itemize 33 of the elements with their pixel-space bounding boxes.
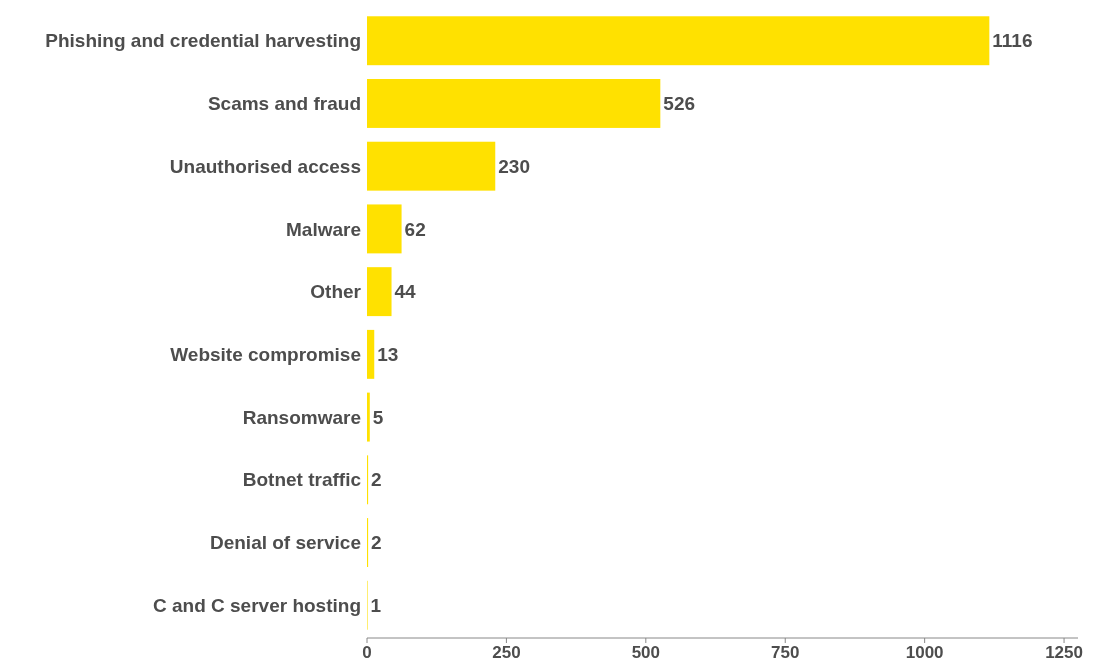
- data-label: 13: [377, 344, 399, 366]
- y-tick-label: Website compromise: [170, 344, 361, 366]
- bar: [367, 141, 496, 191]
- data-label: 1: [370, 594, 382, 616]
- x-tick-label: 500: [631, 643, 661, 662]
- y-tick-label: Denial of service: [209, 532, 361, 554]
- x-tick-label: 0: [362, 643, 372, 662]
- y-tick-label: Unauthorised access: [169, 155, 361, 177]
- y-tick-label: C and C server hosting: [153, 594, 361, 616]
- data-label: 44: [394, 281, 417, 303]
- y-tick-label: Phishing and credential harvesting: [45, 30, 361, 52]
- x-tick-label: 750: [771, 643, 800, 662]
- data-label: 62: [404, 218, 426, 240]
- data-label: 230: [498, 155, 530, 177]
- bar: [367, 16, 990, 66]
- bar: [367, 79, 661, 128]
- y-tick-label: Malware: [286, 218, 361, 240]
- data-label: 5: [372, 406, 384, 428]
- y-tick-label: Other: [310, 281, 362, 303]
- x-tick-label: 250: [492, 643, 521, 662]
- data-label: 526: [663, 93, 696, 115]
- x-tick-label: 1000: [905, 643, 944, 662]
- bar: [367, 204, 402, 254]
- data-label: 1116: [992, 30, 1033, 52]
- bar: [367, 329, 375, 379]
- y-tick-label: Botnet traffic: [242, 469, 362, 491]
- data-label: 2: [371, 469, 382, 491]
- bar: [367, 267, 392, 317]
- x-tick-label: 1250: [1045, 643, 1083, 662]
- bar: [367, 392, 370, 442]
- y-tick-label: Ransomware: [242, 406, 361, 428]
- data-label: 2: [371, 532, 382, 554]
- y-tick-label: Scams and fraud: [207, 93, 361, 115]
